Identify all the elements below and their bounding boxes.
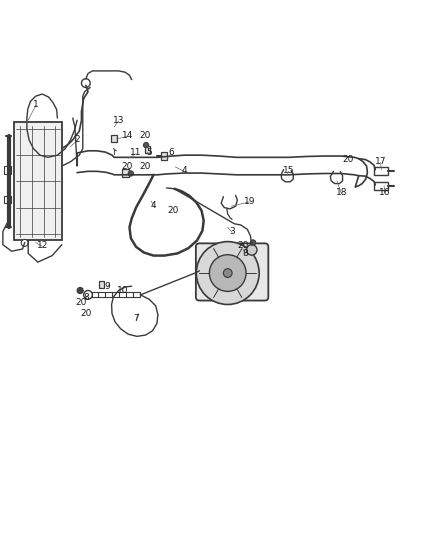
Text: 20: 20 <box>80 309 92 318</box>
Text: 17: 17 <box>375 157 386 166</box>
Text: 20: 20 <box>139 161 151 171</box>
Circle shape <box>77 287 83 294</box>
Text: 4: 4 <box>151 201 156 210</box>
Circle shape <box>144 142 149 148</box>
Text: 20: 20 <box>122 161 133 171</box>
Text: 2: 2 <box>74 135 80 144</box>
Circle shape <box>81 79 90 87</box>
Text: 15: 15 <box>283 166 295 175</box>
Bar <box>99 281 104 288</box>
Text: 1: 1 <box>33 100 39 109</box>
Bar <box>145 146 150 153</box>
Text: 9: 9 <box>105 281 110 290</box>
Bar <box>374 182 388 190</box>
Text: 4: 4 <box>181 166 187 175</box>
Circle shape <box>21 239 28 246</box>
Circle shape <box>251 240 256 245</box>
Text: 13: 13 <box>113 116 124 125</box>
Circle shape <box>209 255 246 292</box>
Circle shape <box>84 290 92 299</box>
Text: 6: 6 <box>168 149 174 157</box>
Text: 19: 19 <box>244 197 255 206</box>
Bar <box>111 135 117 142</box>
Text: 20: 20 <box>342 155 353 164</box>
Bar <box>14 123 62 240</box>
Text: 7: 7 <box>133 314 139 324</box>
Text: 11: 11 <box>130 149 142 157</box>
Bar <box>122 169 129 177</box>
Circle shape <box>196 241 259 304</box>
Bar <box>374 167 388 175</box>
Text: 20: 20 <box>76 298 87 307</box>
Bar <box>4 196 11 204</box>
Circle shape <box>223 269 232 277</box>
Circle shape <box>128 171 134 176</box>
Text: 10: 10 <box>117 286 129 295</box>
Text: 8: 8 <box>242 249 248 258</box>
Text: 20: 20 <box>237 241 249 250</box>
Text: 20: 20 <box>139 131 151 140</box>
Text: 5: 5 <box>146 149 152 157</box>
Text: 8: 8 <box>83 293 89 302</box>
Text: 18: 18 <box>336 188 347 197</box>
Bar <box>4 166 11 174</box>
Text: 3: 3 <box>229 227 235 236</box>
Text: 20: 20 <box>167 206 179 215</box>
Circle shape <box>247 245 257 255</box>
Text: 16: 16 <box>379 188 391 197</box>
Bar <box>161 152 167 159</box>
Text: 12: 12 <box>36 241 48 250</box>
FancyBboxPatch shape <box>196 244 268 301</box>
Text: 14: 14 <box>122 131 133 140</box>
